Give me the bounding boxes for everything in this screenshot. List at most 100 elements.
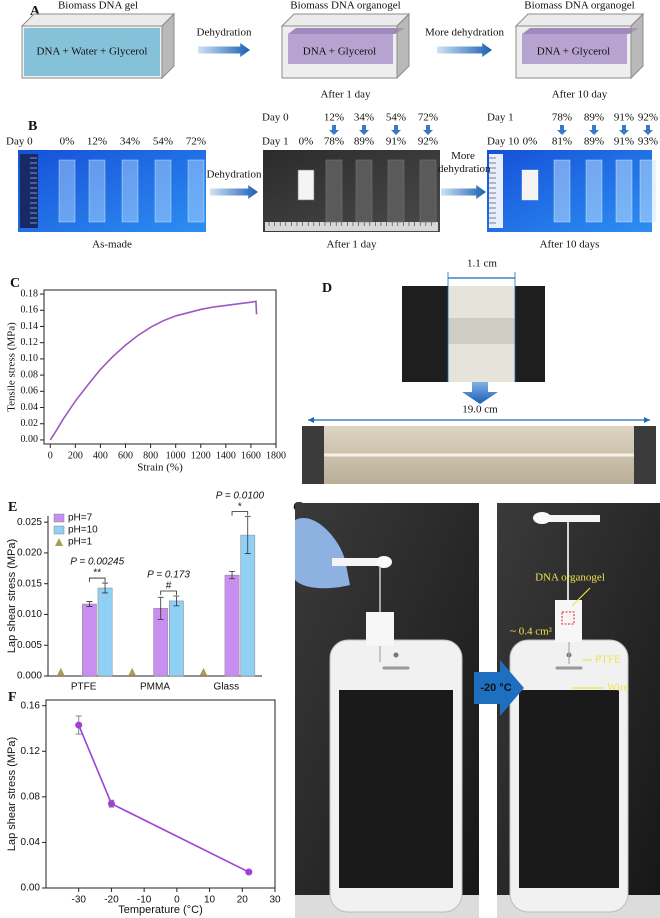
y-tick-label: 0.025	[17, 517, 42, 528]
gel-strip	[355, 159, 373, 223]
x-tick-label: -20	[104, 895, 119, 906]
x-tick-label: 10	[204, 895, 216, 906]
x-tick-label: 800	[143, 450, 158, 461]
line	[77, 724, 250, 873]
x-tick-label: 200	[68, 450, 83, 461]
phone-camera	[393, 652, 399, 658]
y-tick-label: 0.02	[21, 418, 39, 429]
photo-caption: After 10 days	[540, 239, 600, 251]
phone-screen	[339, 690, 453, 888]
down-arrow	[589, 125, 599, 135]
down-arrow	[643, 125, 653, 135]
y-tick-label: 0.00	[21, 883, 41, 894]
gel-strip	[521, 169, 539, 201]
gel-strip	[58, 159, 76, 223]
gel-strip	[121, 159, 139, 223]
stage-caption: After 10 day	[552, 89, 608, 101]
down-arrow	[462, 382, 498, 404]
annotation: Wire	[607, 682, 629, 694]
legend-label: pH=7	[68, 513, 93, 524]
down-arrow	[619, 125, 629, 135]
point	[75, 721, 83, 729]
percent-label: 0%	[523, 136, 538, 148]
cube-front	[515, 25, 632, 79]
gel-fill	[288, 34, 393, 64]
arrow-label: Dehydration	[207, 169, 262, 181]
x-tick-label: PTFE	[71, 682, 97, 693]
percent-label: 92%	[418, 136, 438, 148]
cube-top	[20, 13, 176, 27]
percent-label: 91%	[614, 112, 634, 124]
plot-frame	[43, 289, 277, 445]
y-tick-label: 0.020	[17, 548, 42, 559]
day-label: Day 1	[487, 112, 514, 124]
clamp	[302, 426, 324, 484]
gel-fill	[24, 28, 160, 76]
p-value: P = 0.00245	[70, 557, 124, 568]
percent-label: 91%	[386, 136, 406, 148]
error-bar	[244, 516, 251, 554]
y-tick-label: 0.14	[21, 321, 39, 332]
photo	[18, 150, 206, 232]
bar	[224, 574, 240, 677]
percent-label: 0%	[299, 136, 314, 148]
percent-label: 0%	[60, 136, 75, 148]
percent-label: 72%	[186, 136, 206, 148]
y-tick-label: 0.16	[21, 700, 41, 711]
y-tick-label: 0.08	[21, 791, 41, 802]
marker	[128, 667, 137, 676]
p-value: P = 0.0100	[216, 490, 265, 501]
gel-strip	[553, 159, 571, 223]
panel-label: C	[10, 276, 20, 291]
bar	[240, 534, 256, 677]
percent-label: 89%	[354, 136, 374, 148]
x-tick-label: 20	[237, 895, 249, 906]
legend-label: pH=1	[68, 537, 93, 548]
y-tick-label: 0.18	[21, 288, 39, 299]
dimension-label: 19.0 cm	[462, 404, 498, 416]
percent-label: 89%	[584, 112, 604, 124]
cube-top	[514, 13, 645, 27]
glove	[295, 518, 350, 589]
legend-swatch	[53, 525, 65, 535]
photo-caption: As-made	[92, 239, 132, 251]
down-arrow	[359, 125, 369, 135]
x-tick-label: -30	[71, 895, 86, 906]
panel-label: A	[30, 4, 41, 19]
significance-bracket	[231, 511, 249, 516]
x-axis-label: Temperature (°C)	[118, 904, 202, 916]
y-tick-label: 0.08	[21, 369, 39, 380]
gel-strip	[639, 159, 657, 223]
bar	[81, 603, 97, 677]
stage-content: DNA + Glycerol	[303, 46, 376, 58]
cube-front	[21, 25, 163, 79]
bar	[169, 600, 184, 677]
significance-bracket	[160, 590, 177, 595]
ptfe	[366, 612, 394, 646]
y-axis-label: Tensile stress (MPa)	[6, 322, 18, 412]
significance-mark: **	[93, 568, 101, 579]
swab	[332, 558, 382, 566]
y-tick-label: 0.010	[17, 609, 42, 620]
marker	[199, 667, 208, 676]
gel-strip	[585, 159, 603, 223]
percent-label: 78%	[552, 112, 572, 124]
stage-caption: After 1 day	[320, 89, 371, 101]
y-tick-label: 0.000	[17, 671, 42, 682]
line	[49, 300, 258, 441]
y-tick-label: 0.10	[21, 353, 39, 364]
phone-screen	[519, 690, 619, 888]
dimension-label: 1.1 cm	[467, 258, 497, 270]
x-tick-label: 0	[48, 450, 53, 461]
gel-top	[288, 28, 405, 34]
percent-label: 92%	[638, 112, 658, 124]
percent-label: 34%	[354, 112, 374, 124]
x-tick-label: 1200	[191, 450, 211, 461]
y-tick-label: 0.16	[21, 305, 39, 316]
annotation: PTFE	[595, 654, 621, 666]
swab	[540, 515, 600, 522]
y-tick-label: 0.04	[21, 837, 41, 848]
x-tick-label: -10	[137, 895, 152, 906]
percent-label: 91%	[614, 136, 634, 148]
significance-mark: #	[166, 581, 172, 592]
